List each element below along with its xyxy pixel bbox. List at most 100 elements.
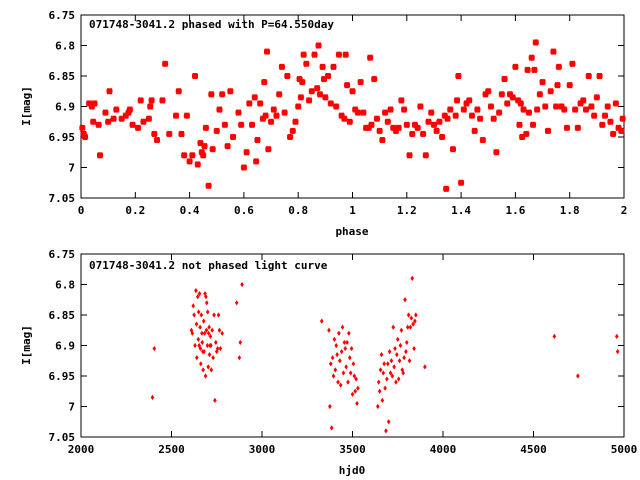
unphased-point <box>410 275 415 281</box>
unphased-point <box>402 355 406 361</box>
phased-point-cross <box>263 49 270 54</box>
phased-point-cross <box>509 95 516 100</box>
phased-data-points <box>79 39 626 192</box>
phased-point-cross <box>346 119 353 124</box>
phased-point-cross <box>262 113 269 118</box>
unphased-point <box>381 370 386 376</box>
unphased-point <box>337 330 341 336</box>
phased-point-cross <box>439 135 446 139</box>
phased-point-cross <box>596 74 603 78</box>
unphased-point <box>331 373 336 379</box>
phased-point-cross <box>289 128 296 133</box>
phased-point-cross <box>189 153 196 158</box>
unphased-point <box>336 379 340 385</box>
unphased-point <box>237 355 242 361</box>
unphased-point <box>210 327 215 333</box>
phased-point-cross <box>308 89 315 94</box>
unphased-point <box>201 367 205 373</box>
unphased-point <box>328 403 332 410</box>
unphased-plot-title: 071748-3041.2 not phased light curve <box>89 259 328 272</box>
phased-point-cross <box>558 104 565 109</box>
phased-point-cross <box>547 89 554 94</box>
phased-point-cross <box>593 95 600 100</box>
unphased-point <box>234 300 239 306</box>
phased-point-cross <box>553 104 560 109</box>
phased-point-cross <box>449 147 456 152</box>
phased-point-cross <box>618 128 625 133</box>
unphased-x-tick-label: 3500 <box>339 443 366 456</box>
phased-point-cross <box>443 186 450 191</box>
unphased-point <box>383 385 387 391</box>
unphased-point <box>614 333 619 339</box>
phased-point-cross <box>591 113 598 118</box>
phased-point-cross <box>265 147 272 152</box>
phased-point-cross <box>455 74 462 78</box>
unphased-point <box>339 349 344 355</box>
phased-point-cross <box>178 131 185 136</box>
phased-point-cross <box>519 135 526 139</box>
unphased-point <box>240 281 244 288</box>
phased-plot-title: 071748-3041.2 phased with P=64.550day <box>89 18 334 31</box>
unphased-point <box>209 367 214 373</box>
phased-point-cross <box>151 131 158 136</box>
phased-point-cross <box>468 113 475 118</box>
phased-point-cross <box>490 116 497 121</box>
unphased-point <box>203 291 207 297</box>
unphased-y-tick-label: 6.75 <box>49 248 76 261</box>
phased-point-cross <box>344 83 351 88</box>
phased-x-tick-label: 0.6 <box>234 204 254 217</box>
phased-point-cross <box>436 119 443 124</box>
unphased-point <box>215 345 220 352</box>
phased-point-cross <box>125 110 132 115</box>
unphased-y-tick-label: 7.05 <box>49 431 76 444</box>
phased-point-cross <box>270 107 277 112</box>
unphased-point <box>204 294 208 300</box>
unphased-point <box>342 339 347 346</box>
phased-point-cross <box>523 131 530 136</box>
unphased-x-tick-label: 4000 <box>430 443 457 456</box>
phased-point-cross <box>365 125 372 130</box>
phased-point-cross <box>173 113 180 118</box>
phased-point-cross <box>607 119 614 124</box>
phased-y-tick-label: 7.05 <box>49 192 76 205</box>
phased-point-cross <box>221 122 228 127</box>
unphased-point <box>385 376 389 382</box>
phased-point-cross <box>186 159 193 164</box>
phased-x-tick-label: 1 <box>349 204 356 217</box>
phased-x-tick-label: 0.8 <box>288 204 308 217</box>
phased-point-cross <box>335 52 342 57</box>
unphased-point <box>411 321 415 327</box>
unphased-point <box>346 379 350 385</box>
phased-point-cross <box>555 64 562 69</box>
unphased-point <box>406 312 411 318</box>
phased-point-cross <box>463 101 470 106</box>
unphased-point <box>341 370 346 376</box>
phased-point-cross <box>422 153 429 158</box>
unphased-point <box>201 318 206 324</box>
phased-point-cross <box>368 122 375 127</box>
phased-point-cross <box>454 98 461 103</box>
unphased-plot-frame <box>80 253 625 438</box>
unphased-point <box>338 382 343 388</box>
phased-point-cross <box>566 83 573 88</box>
unphased-point <box>382 361 386 367</box>
phased-point-cross <box>273 113 280 118</box>
unphased-point <box>212 312 216 318</box>
phased-point-cross <box>90 119 97 124</box>
unphased-point <box>206 364 211 370</box>
unphased-point <box>403 297 407 303</box>
phased-point-cross <box>257 101 264 106</box>
unphased-point <box>351 361 356 367</box>
phased-point-cross <box>253 159 260 164</box>
phased-point-cross <box>452 113 459 118</box>
unphased-point <box>353 388 358 394</box>
unphased-point <box>377 388 382 394</box>
unphased-point <box>196 336 201 342</box>
phased-point-cross <box>154 138 161 143</box>
phased-point-cross <box>536 92 543 97</box>
phased-point-cross <box>201 144 208 149</box>
unphased-point <box>204 327 209 333</box>
phased-y-axis-title: I[mag] <box>20 86 33 126</box>
phased-point-cross <box>320 77 327 82</box>
unphased-point <box>206 330 211 336</box>
